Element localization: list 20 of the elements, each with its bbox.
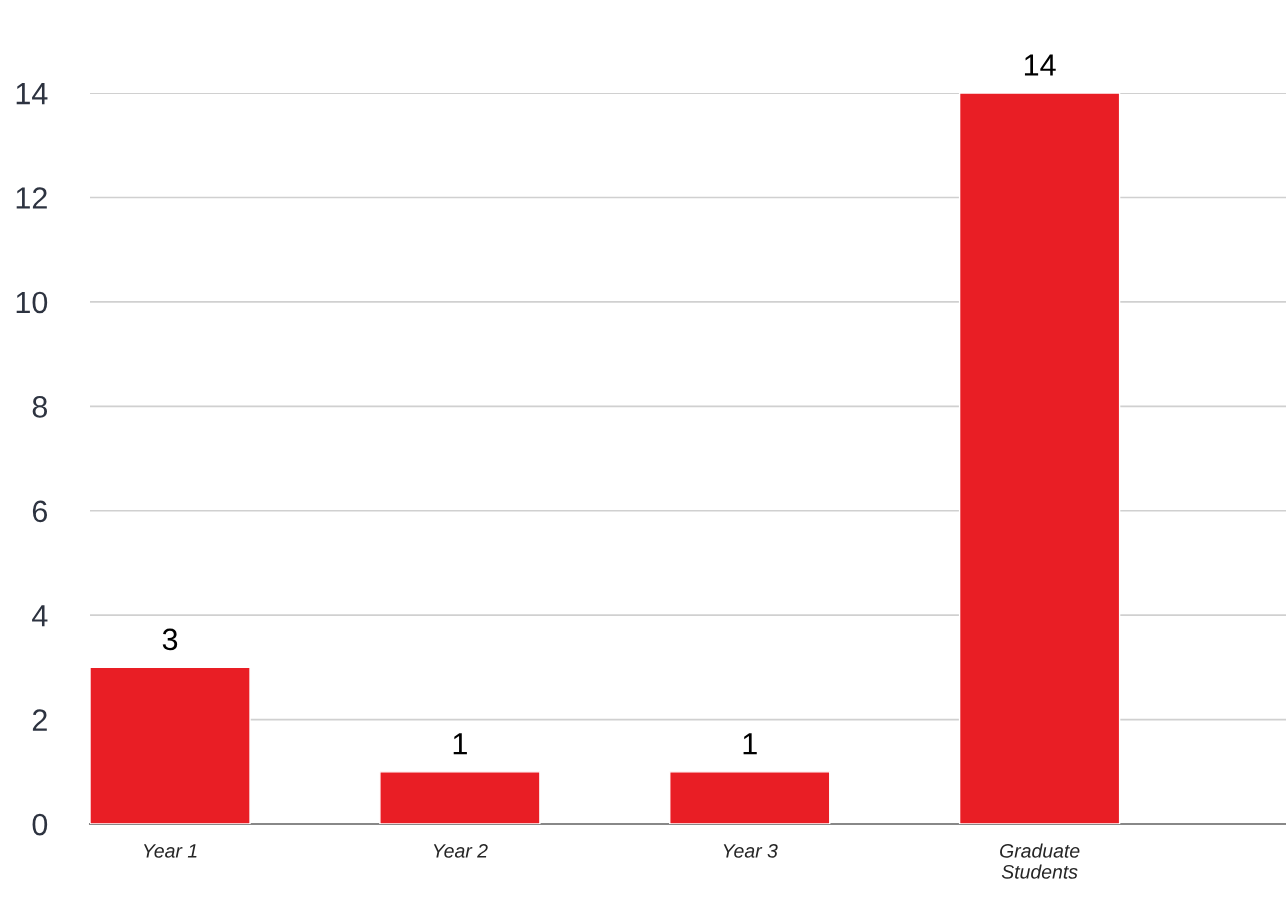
y-tick-label: 2 <box>32 709 47 731</box>
y-tick-label: 6 <box>32 500 48 523</box>
y-tick-label: 0 <box>32 813 48 836</box>
x-tick-label: Year 3 <box>723 843 778 858</box>
bar <box>958 93 1121 825</box>
y-tick-label: 14 <box>16 83 48 105</box>
x-tick-label: Graduate Students <box>1000 843 1080 879</box>
y-tick-label: 12 <box>16 187 47 209</box>
y-tick-label: 4 <box>32 605 48 627</box>
bar <box>669 771 831 825</box>
x-tick-label: Year 1 <box>143 844 197 858</box>
y-tick-label: 10 <box>16 291 48 314</box>
x-tick-label: Year 2 <box>433 843 488 858</box>
data-label: 3 <box>162 628 178 651</box>
bar <box>379 771 541 825</box>
data-label: 14 <box>1024 54 1056 76</box>
data-label: 1 <box>453 733 467 755</box>
data-label: 1 <box>743 733 757 755</box>
y-tick-label: 8 <box>32 396 48 418</box>
bar <box>90 666 251 825</box>
